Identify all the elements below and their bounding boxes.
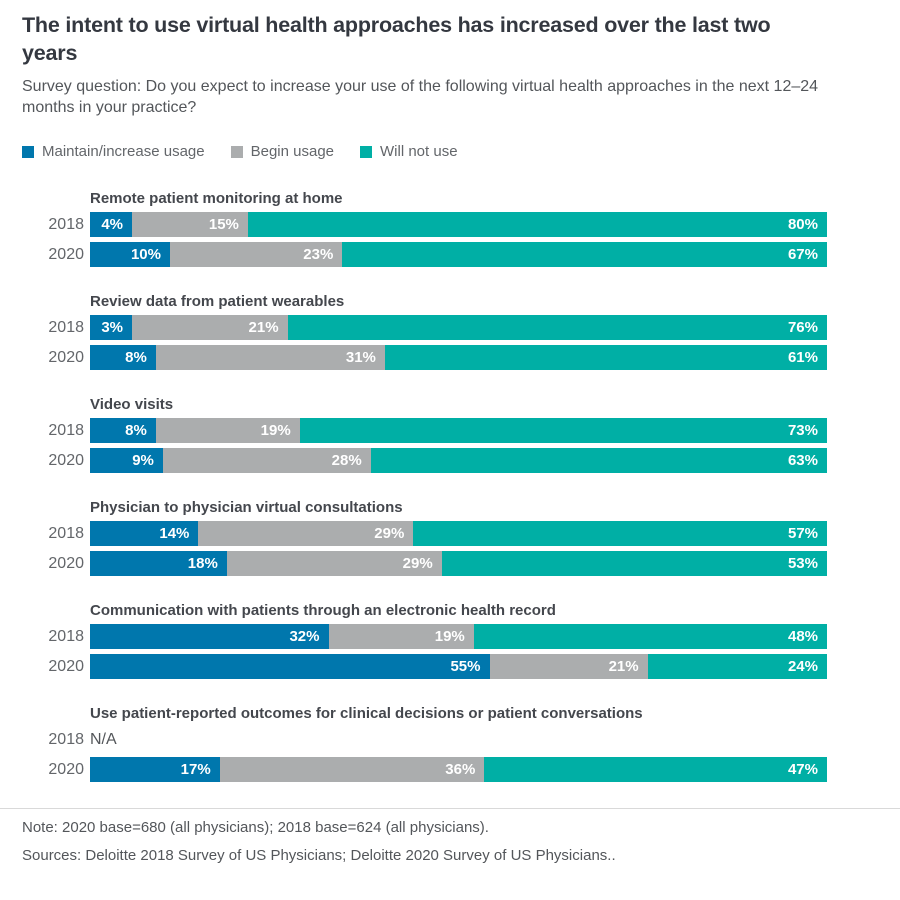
bar-segment-begin-usage: 23% <box>170 242 343 268</box>
bar-segment-will-not-use: 53% <box>441 551 827 577</box>
bar-segment-begin-usage: 36% <box>219 757 485 783</box>
chart-group: Review data from patient wearables 2018 3%… <box>22 293 827 371</box>
group-title: Physician to physician virtual consultat… <box>90 499 403 517</box>
report-page: The intent to use virtual health approac… <box>0 13 900 864</box>
bar-row: 2018 4% 15% 80% <box>22 212 827 238</box>
bar-segment-will-not-use: 61% <box>384 345 827 371</box>
bar-track: 14% 29% 57% <box>90 521 828 547</box>
bar-row: 2020 55% 21% 24% <box>22 654 827 680</box>
year-label: 2018 <box>48 627 84 645</box>
bar-segment-will-not-use: 67% <box>342 242 827 268</box>
bar-row: 2018 14% 29% 57% <box>22 521 828 547</box>
bar-track: 9% 28% 63% <box>90 448 827 474</box>
bar-row: 2018 32% 19% 48% <box>22 624 828 650</box>
year-label: 2018 <box>48 421 84 439</box>
year-label: 2020 <box>48 760 84 778</box>
chart-group: Physician to physician virtual consultat… <box>22 499 828 577</box>
year-label: 2018 <box>48 730 84 748</box>
bar-segment-will-not-use: 76% <box>287 315 827 341</box>
bar-segment-will-not-use: 48% <box>473 624 828 650</box>
chart-groups: Remote patient monitoring at home 2018 4% 1… <box>22 190 828 783</box>
bar-track: 8% 19% 73% <box>90 418 827 444</box>
year-label: 2018 <box>48 524 84 542</box>
bar-segment-will-not-use: 80% <box>247 212 827 238</box>
chart-legend: Maintain/increase usage Begin usage Will… <box>22 143 878 160</box>
bar-track: 10% 23% 67% <box>90 242 827 268</box>
legend-label-maintain-increase: Maintain/increase usage <box>42 143 205 161</box>
bar-track: N/A <box>90 727 827 752</box>
bar-segment-maintain-increase: 9% <box>90 448 163 474</box>
legend-swatch-begin-usage <box>230 145 243 158</box>
bar-segment-will-not-use: 63% <box>370 448 827 474</box>
bar-track: 4% 15% 80% <box>90 212 827 238</box>
legend-item-maintain-increase: Maintain/increase usage <box>22 143 205 160</box>
year-label: 2020 <box>48 245 84 263</box>
chart-group: Use patient-reported outcomes for clinic… <box>22 705 827 783</box>
bar-segment-begin-usage: 19% <box>328 624 474 650</box>
bar-segment-maintain-increase: 8% <box>90 418 156 444</box>
year-label: 2018 <box>48 215 84 233</box>
bar-track: 3% 21% 76% <box>90 315 827 341</box>
bar-row: 2020 9% 28% 63% <box>22 448 827 474</box>
group-title: Use patient-reported outcomes for clinic… <box>90 705 643 723</box>
chart-footer: Note: 2020 base=680 (all physicians); 20… <box>0 808 900 864</box>
bar-segment-will-not-use: 57% <box>413 521 828 547</box>
legend-item-begin-usage: Begin usage <box>230 143 335 161</box>
year-label: 2020 <box>48 657 84 675</box>
bar-track: 8% 31% 61% <box>90 345 827 371</box>
group-title: Video visits <box>90 396 174 414</box>
na-label: N/A <box>90 730 117 748</box>
year-label: 2020 <box>48 348 84 366</box>
chart-group: Remote patient monitoring at home 2018 4% 1… <box>22 190 827 268</box>
bar-segment-maintain-increase: 10% <box>90 242 170 268</box>
legend-item-will-not-use: Will not use <box>360 143 458 160</box>
bar-segment-will-not-use: 47% <box>484 757 827 783</box>
bar-segment-maintain-increase: 4% <box>90 212 132 238</box>
bar-row: 2020 18% 29% 53% <box>22 551 827 577</box>
year-label: 2020 <box>48 451 84 469</box>
bar-segment-maintain-increase: 17% <box>90 757 220 783</box>
bar-row: 2018 8% 19% 73% <box>22 418 827 444</box>
bar-row: 2020 8% 31% 61% <box>22 345 827 371</box>
group-title: Communication with patients through an e… <box>90 602 556 620</box>
bar-segment-begin-usage: 29% <box>226 551 442 577</box>
bar-track: 55% 21% 24% <box>90 654 827 680</box>
bar-segment-begin-usage: 15% <box>132 212 248 238</box>
bar-segment-will-not-use: 24% <box>647 654 827 680</box>
bar-track: 18% 29% 53% <box>90 551 827 577</box>
year-label: 2018 <box>48 318 84 336</box>
bar-segment-maintain-increase: 32% <box>90 624 329 650</box>
bar-track: 17% 36% 47% <box>90 757 827 783</box>
bar-segment-maintain-increase: 3% <box>90 315 132 341</box>
bar-segment-begin-usage: 31% <box>155 345 385 371</box>
legend-label-begin-usage: Begin usage <box>250 143 335 161</box>
bar-segment-begin-usage: 21% <box>489 654 648 680</box>
bar-segment-maintain-increase: 55% <box>90 654 490 680</box>
bar-segment-begin-usage: 19% <box>155 418 300 444</box>
bar-segment-begin-usage: 29% <box>198 521 414 547</box>
group-title: Remote patient monitoring at home <box>90 190 343 208</box>
bar-segment-maintain-increase: 18% <box>90 551 227 577</box>
legend-label-will-not-use: Will not use <box>380 143 458 161</box>
legend-swatch-will-not-use <box>360 145 373 158</box>
bar-track: 32% 19% 48% <box>90 624 828 650</box>
bar-segment-maintain-increase: 8% <box>90 345 156 371</box>
bar-segment-begin-usage: 21% <box>132 315 288 341</box>
page-title: The intent to use virtual health approac… <box>22 13 771 65</box>
note-text: Note: 2020 base=680 (all physicians); 20… <box>22 819 489 837</box>
legend-swatch-maintain-increase <box>22 145 34 158</box>
year-label: 2020 <box>48 554 84 572</box>
survey-question: Survey question: Do you expect to increa… <box>22 77 819 117</box>
sources-text: Sources: Deloitte 2018 Survey of US Phys… <box>22 847 616 865</box>
group-title: Review data from patient wearables <box>90 293 345 311</box>
bar-row: 2020 10% 23% 67% <box>22 242 827 268</box>
bar-row: 2018 3% 21% 76% <box>22 315 827 341</box>
chart-group: Video visits 2018 8% 19% 73% 2020 9% 28% 63% <box>22 396 827 474</box>
bar-segment-maintain-increase: 14% <box>90 521 199 547</box>
bar-segment-begin-usage: 28% <box>162 448 371 474</box>
bar-segment-will-not-use: 73% <box>299 418 827 444</box>
bar-row: 2020 17% 36% 47% <box>22 757 827 783</box>
chart-group: Communication with patients through an e… <box>22 602 828 680</box>
bar-row: 2018 N/A <box>22 727 827 752</box>
